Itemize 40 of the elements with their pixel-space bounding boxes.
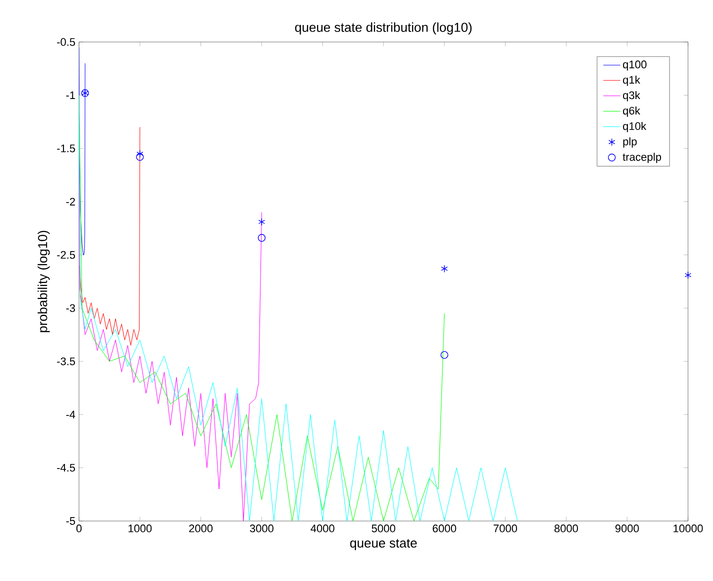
- chart-title: queue state distribution (log10): [295, 22, 472, 34]
- point: [440, 351, 448, 359]
- y-tick-label: -3.5: [57, 357, 76, 366]
- x-tick-label: 0: [76, 524, 82, 532]
- y-tick-label: -0.5: [57, 38, 76, 46]
- x-tick-label: 9000: [615, 524, 639, 532]
- x-tick-label: 10000: [674, 524, 703, 532]
- y-tick-label: -4: [66, 410, 76, 418]
- x-tick-label: 1000: [128, 524, 152, 532]
- point: [136, 150, 144, 158]
- legend-label: traceplp: [622, 152, 662, 163]
- x-axis-title: queue state: [350, 539, 417, 550]
- x-tick-label: 8000: [554, 524, 578, 532]
- x-tick-label: 3000: [250, 524, 274, 532]
- point: [441, 264, 448, 273]
- y-axis-title: probability (log10): [38, 230, 50, 332]
- line-series: [79, 126, 140, 346]
- point: [684, 271, 692, 279]
- point: [258, 218, 266, 226]
- legend-label: q6k: [623, 106, 640, 117]
- legend-label: q1k: [623, 76, 640, 86]
- point: [258, 234, 266, 242]
- legend-label: q10k: [623, 122, 646, 132]
- x-tick-label: 7000: [494, 524, 518, 532]
- y-tick-label: -2: [66, 198, 75, 206]
- y-tick-label: -1: [66, 91, 75, 99]
- x-tick-label: 6000: [432, 524, 456, 532]
- legend-label: q3k: [623, 91, 640, 102]
- legend-label: q100: [623, 60, 646, 70]
- y-tick-label: -4.5: [57, 464, 76, 472]
- x-tick-label: 2000: [189, 524, 213, 532]
- x-tick-label: 4000: [310, 524, 334, 532]
- y-tick-label: -1.5: [57, 144, 76, 152]
- y-tick-label: -5: [66, 517, 76, 525]
- line-series: [79, 94, 518, 521]
- x-tick-label: 5000: [372, 524, 396, 532]
- legend-label: plp: [623, 137, 637, 148]
- y-tick-label: -3: [66, 304, 75, 312]
- y-tick-label: -2.5: [57, 251, 76, 259]
- point: [136, 153, 144, 161]
